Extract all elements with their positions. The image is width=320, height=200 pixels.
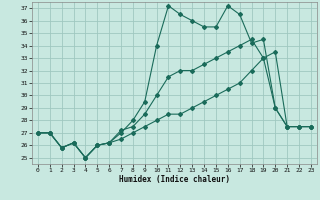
X-axis label: Humidex (Indice chaleur): Humidex (Indice chaleur) (119, 175, 230, 184)
